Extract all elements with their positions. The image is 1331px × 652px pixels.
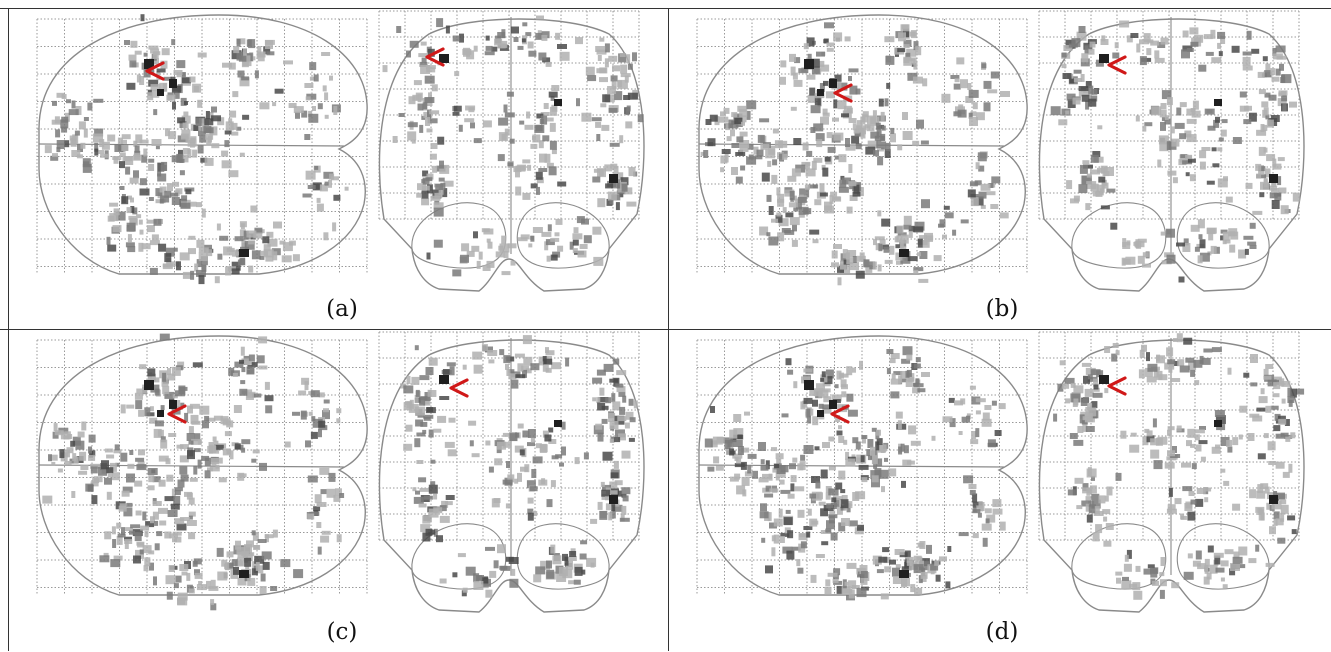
panel-c: (c)	[9, 330, 673, 652]
sagittal-peak-voxels	[804, 59, 909, 257]
coronal-activation-voxels	[400, 335, 638, 598]
coronal-peak-marker-icon	[1107, 376, 1127, 396]
coronal-activation-voxels	[1053, 333, 1305, 600]
frame-center-line	[668, 8, 669, 651]
panel-a: (a)	[9, 9, 673, 331]
coronal-peak-marker-icon	[449, 378, 469, 398]
panel-d: (d)	[669, 330, 1331, 652]
panel-a-brain-image	[36, 10, 645, 292]
coronal-peak-voxels	[439, 375, 618, 504]
coronal-peak-marker-icon	[425, 47, 445, 67]
sagittal-peak-voxels	[804, 380, 909, 578]
panel-b-brain-image	[696, 10, 1305, 292]
coronal-peak-voxels	[1099, 54, 1278, 183]
panel-b-label: (b)	[985, 296, 1019, 322]
coronal-peak-voxels	[439, 54, 618, 183]
panel-c-brain-image	[36, 331, 645, 613]
frame-middle-line	[0, 329, 1331, 330]
panel-b: (b)	[669, 9, 1331, 331]
coronal-peak-voxels	[1099, 375, 1278, 504]
frame-left-line	[8, 8, 9, 651]
sagittal-activation-voxels	[44, 14, 349, 285]
sagittal-activation-voxels	[700, 22, 1010, 286]
sagittal-peak-voxels	[144, 59, 249, 257]
sagittal-activation-voxels	[704, 346, 1006, 601]
sagittal-peak-marker-icon	[830, 404, 850, 424]
sagittal-peak-marker-icon	[833, 83, 853, 103]
panel-a-label: (a)	[326, 296, 358, 322]
coronal-activation-voxels	[1050, 20, 1300, 283]
frame-top-line	[0, 8, 1331, 9]
sagittal-peak-marker-icon	[145, 61, 165, 81]
sagittal-activation-voxels	[42, 333, 345, 611]
sagittal-peak-voxels	[144, 380, 249, 578]
coronal-peak-marker-icon	[1107, 55, 1127, 75]
panel-d-label: (d)	[985, 619, 1019, 645]
panel-d-brain-image	[696, 331, 1305, 613]
coronal-brain-outline	[378, 17, 645, 292]
sagittal-peak-marker-icon	[167, 404, 187, 424]
panel-c-label: (c)	[326, 619, 358, 645]
coronal-activation-voxels	[382, 15, 644, 277]
